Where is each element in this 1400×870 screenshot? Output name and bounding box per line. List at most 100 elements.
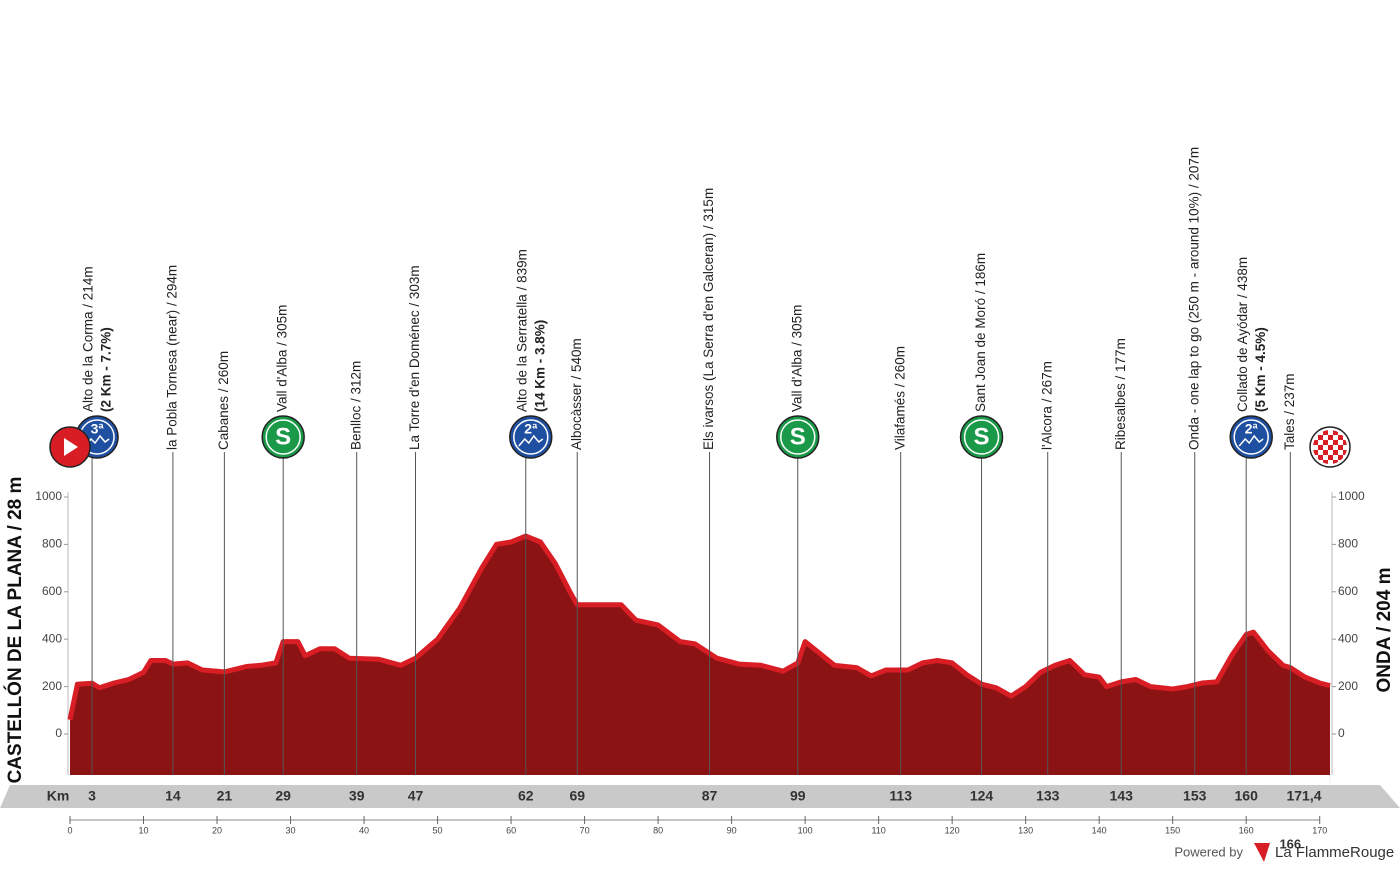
icon-text: 2ª <box>524 421 538 437</box>
waypoint-label: La Torre d'en Doménec / 303m <box>407 265 422 450</box>
y-tick-label: 600 <box>1338 584 1358 598</box>
waypoint-km: 69 <box>569 788 585 804</box>
waypoint-icon: S <box>959 415 1004 459</box>
finish-check <box>1313 450 1318 455</box>
y-tick-label: 600 <box>42 584 62 598</box>
x-tick-label: 60 <box>506 825 516 835</box>
profile-area <box>70 536 1330 775</box>
finish-check <box>1333 460 1338 464</box>
start-arrow <box>64 438 78 456</box>
x-tick-label: 40 <box>359 825 369 835</box>
waypoint-icon: S <box>261 415 305 459</box>
finish-checks <box>1313 430 1347 464</box>
x-tick-label: 130 <box>1018 825 1033 835</box>
finish-check <box>1333 430 1338 435</box>
waypoint-km: 29 <box>275 788 291 804</box>
waypoint-icon: 2ª <box>1229 415 1273 459</box>
x-tick-label: 90 <box>727 825 737 835</box>
icon-circle <box>509 415 553 459</box>
finish-check <box>1328 445 1333 450</box>
finish-check <box>1318 435 1323 440</box>
y-tick-label: 200 <box>42 679 62 693</box>
waypoint-label: Sant Joan de Moró / 186m <box>973 253 988 412</box>
waypoint-km: 39 <box>349 788 365 804</box>
waypoint-km: 160 <box>1235 788 1259 804</box>
x-tick-label: 30 <box>286 825 296 835</box>
waypoint-km: 166 <box>1279 836 1301 851</box>
waypoint-km: 143 <box>1110 788 1134 804</box>
x-tick-label: 20 <box>212 825 222 835</box>
icon-ring <box>963 419 1000 455</box>
finish-check <box>1318 445 1323 450</box>
finish-check <box>1328 455 1333 460</box>
finish-check <box>1323 450 1328 455</box>
icon-mountain <box>84 434 110 447</box>
waypoint-label: Vilafamés / 260m <box>892 346 907 450</box>
powered-by: Powered by <box>1174 844 1243 859</box>
y-tick-label: 400 <box>42 631 62 645</box>
waypoint-icon: 2ª <box>509 415 553 459</box>
waypoint-detail: (2 Km - 7.7%) <box>99 327 114 412</box>
x-tick-label: 0 <box>67 825 72 835</box>
icon-mountain <box>1238 434 1264 447</box>
waypoint-detail: (5 Km - 4.5%) <box>1253 327 1268 412</box>
finish-check <box>1343 440 1347 445</box>
icon-ring <box>1233 419 1269 455</box>
x-tick-label: 120 <box>945 825 960 835</box>
waypoint-icon: S <box>776 415 820 459</box>
waypoint-label: Cabanes / 260m <box>216 351 231 450</box>
finish-check <box>1333 450 1338 455</box>
waypoint-label: la Pobla Tornesa (near) / 294m <box>164 265 179 450</box>
waypoint-km: 62 <box>518 788 534 804</box>
icon-ring <box>513 419 549 455</box>
waypoint-km: 21 <box>217 788 233 804</box>
finish-check <box>1338 435 1343 440</box>
waypoint-label: Els ivarsos (La Serra d'en Galceran) / 3… <box>701 188 716 450</box>
waypoint-label: Alto de la Serratella / 839m <box>514 249 529 412</box>
waypoint-label: Collado de Ayódar / 438m <box>1235 257 1250 412</box>
x-tick-label: 10 <box>139 825 149 835</box>
x-tick-label: 50 <box>433 825 443 835</box>
finish-label: ONDA / 204 m <box>1374 568 1395 693</box>
finish-check <box>1313 440 1318 445</box>
icon-text: S <box>275 423 291 450</box>
waypoint-label: Alto de la Corma / 214m <box>81 266 96 412</box>
icon-text: S <box>974 423 990 450</box>
waypoint-label: Tales / 237m <box>1282 373 1297 450</box>
waypoint-km: 99 <box>790 788 806 804</box>
waypoint-km: 87 <box>702 788 718 804</box>
finish-check <box>1323 430 1328 435</box>
finish-check <box>1338 455 1343 460</box>
profile-edge <box>67 533 1331 721</box>
y-tick-label: 400 <box>1338 631 1358 645</box>
x-tick-label: 170 <box>1312 825 1327 835</box>
x-tick-label: 70 <box>580 825 590 835</box>
icon-circle <box>776 415 820 459</box>
waypoint-km: 14 <box>165 788 181 804</box>
y-tick-label: 0 <box>1338 726 1345 740</box>
finish-check <box>1338 445 1343 450</box>
icon-text: 2ª <box>1245 421 1259 437</box>
icon-text: S <box>790 423 806 450</box>
x-tick-label: 100 <box>798 825 813 835</box>
finish-check <box>1323 460 1328 464</box>
waypoint-label: Ribesalbes / 177m <box>1113 338 1128 450</box>
icon-circle <box>1229 415 1273 459</box>
km-label: Km <box>47 788 70 804</box>
finish-icon <box>1309 426 1351 468</box>
waypoint-km: 153 <box>1183 788 1207 804</box>
finish-check <box>1343 450 1347 455</box>
icon-text: 3ª <box>91 421 105 437</box>
waypoint-label: Albocàsser / 540m <box>569 338 584 450</box>
y-tick-label: 1000 <box>35 489 62 503</box>
waypoint-label: Benlloc / 312m <box>348 361 363 450</box>
icon-ring <box>265 419 301 455</box>
icon-circle <box>261 415 305 459</box>
icon-circle <box>959 415 1004 459</box>
waypoint-km: 47 <box>408 788 424 804</box>
finish-check <box>1318 455 1323 460</box>
brand-name: La FlammeRouge <box>1275 844 1394 861</box>
x-tick-label: 110 <box>871 825 885 835</box>
finish-check <box>1333 440 1338 445</box>
